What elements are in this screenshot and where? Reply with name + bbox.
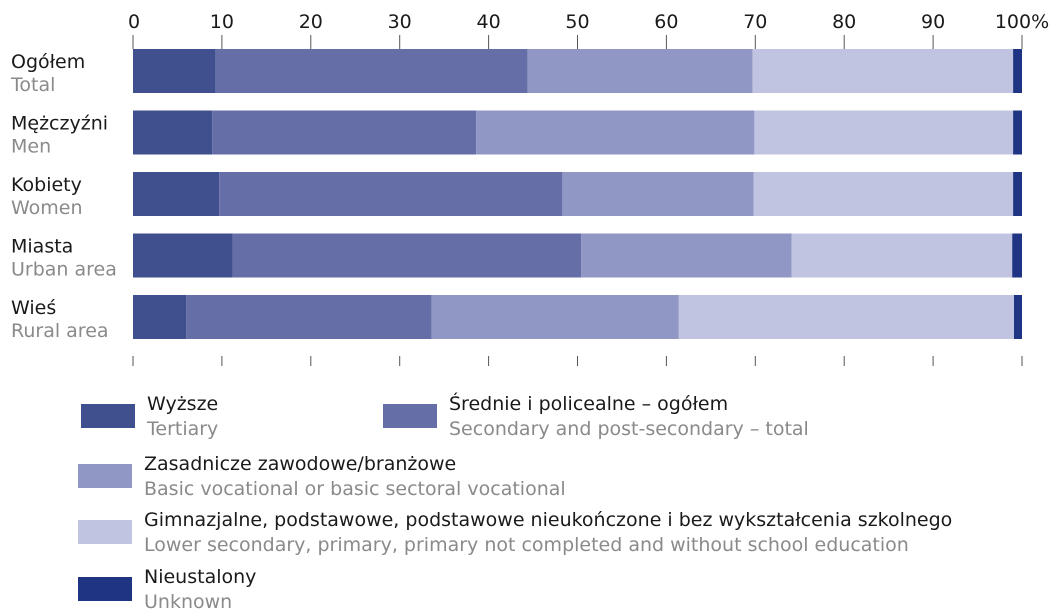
bar-segment (476, 110, 755, 155)
x-tick-label: 30 (388, 11, 412, 33)
legend-label: Nieustalony (144, 566, 257, 588)
legend-item-unknown: Nieustalony Unknown (78, 566, 478, 613)
category-label: Ogółem (11, 51, 85, 73)
legend-label-en: Tertiary (147, 418, 219, 440)
x-tick-label: 60 (654, 11, 678, 33)
bar-segment (215, 49, 528, 93)
legend-swatch-secondary (383, 404, 437, 428)
bar-segment (212, 110, 477, 155)
x-tick-label: 40 (477, 11, 501, 33)
bar-segment (1013, 110, 1022, 155)
category-label: Mężczyźni (11, 113, 108, 135)
legend-label: Zasadnicze zawodowe/branżowe (144, 453, 457, 475)
category-label-en: Total (10, 74, 55, 96)
x-tick-label: 50 (565, 11, 589, 33)
bar-segment (678, 295, 1014, 339)
x-tick-label: 20 (299, 11, 323, 33)
legend-item-basic-vocational: Zasadnicze zawodowe/branżowe Basic vocat… (78, 453, 978, 503)
bar-segment (754, 110, 1014, 155)
bar-segment (1013, 295, 1022, 339)
category-label-en: Men (11, 136, 51, 158)
bar-segment (133, 110, 213, 155)
legend-item-lower-secondary: Gimnazjalne, podstawowe, podstawowe nieu… (78, 509, 1038, 559)
legend-label: Gimnazjalne, podstawowe, podstawowe nieu… (144, 509, 953, 531)
x-tick-label: 100% (995, 11, 1049, 33)
bar-segment (133, 233, 233, 278)
legend-swatch-unknown (78, 577, 132, 601)
legend-item-tertiary: Wyższe Tertiary (81, 393, 381, 443)
legend-swatch-basic-vocational (78, 464, 132, 488)
x-tick-label: 10 (210, 11, 234, 33)
bar-segment (232, 233, 582, 278)
bar-segment (527, 49, 753, 93)
bar-segment (581, 233, 792, 278)
legend-swatch-tertiary (81, 404, 135, 428)
legend-label: Wyższe (147, 393, 219, 415)
bar-segment (1013, 172, 1022, 216)
category-label: Kobiety (11, 174, 82, 196)
bar-segment (431, 295, 679, 339)
legend-label-en: Basic vocational or basic sectoral vocat… (144, 478, 566, 500)
bar-segment (133, 295, 187, 339)
x-tick-label: 0 (128, 11, 140, 33)
bar-segment (1013, 49, 1022, 93)
legend-label-en: Lower secondary, primary, primary not co… (144, 534, 909, 556)
x-tick-label: 80 (832, 11, 856, 33)
bar-segment (752, 49, 1014, 93)
category-label: Wieś (11, 297, 56, 319)
x-tick-label: 90 (921, 11, 945, 33)
bar-segment (791, 233, 1013, 278)
bar-segment (753, 172, 1014, 216)
category-label: Miasta (11, 236, 73, 258)
category-label-en: Urban area (11, 259, 117, 281)
legend-label-en: Secondary and post-secondary – total (449, 418, 809, 440)
bar-segment (562, 172, 754, 216)
bar-segment (219, 172, 563, 216)
bar-segment (133, 49, 216, 93)
bar-segment (186, 295, 432, 339)
bar-segment (1012, 233, 1022, 278)
x-tick-label: 70 (743, 11, 767, 33)
legend-label-en: Unknown (144, 591, 233, 613)
legend-item-secondary: Średnie i policealne – ogółem Secondary … (383, 393, 983, 443)
category-label-en: Women (11, 197, 83, 219)
legend-swatch-lower-secondary (78, 520, 132, 544)
legend-label: Średnie i policealne – ogółem (449, 393, 729, 415)
bar-segment (133, 172, 220, 216)
category-label-en: Rural area (11, 320, 109, 342)
